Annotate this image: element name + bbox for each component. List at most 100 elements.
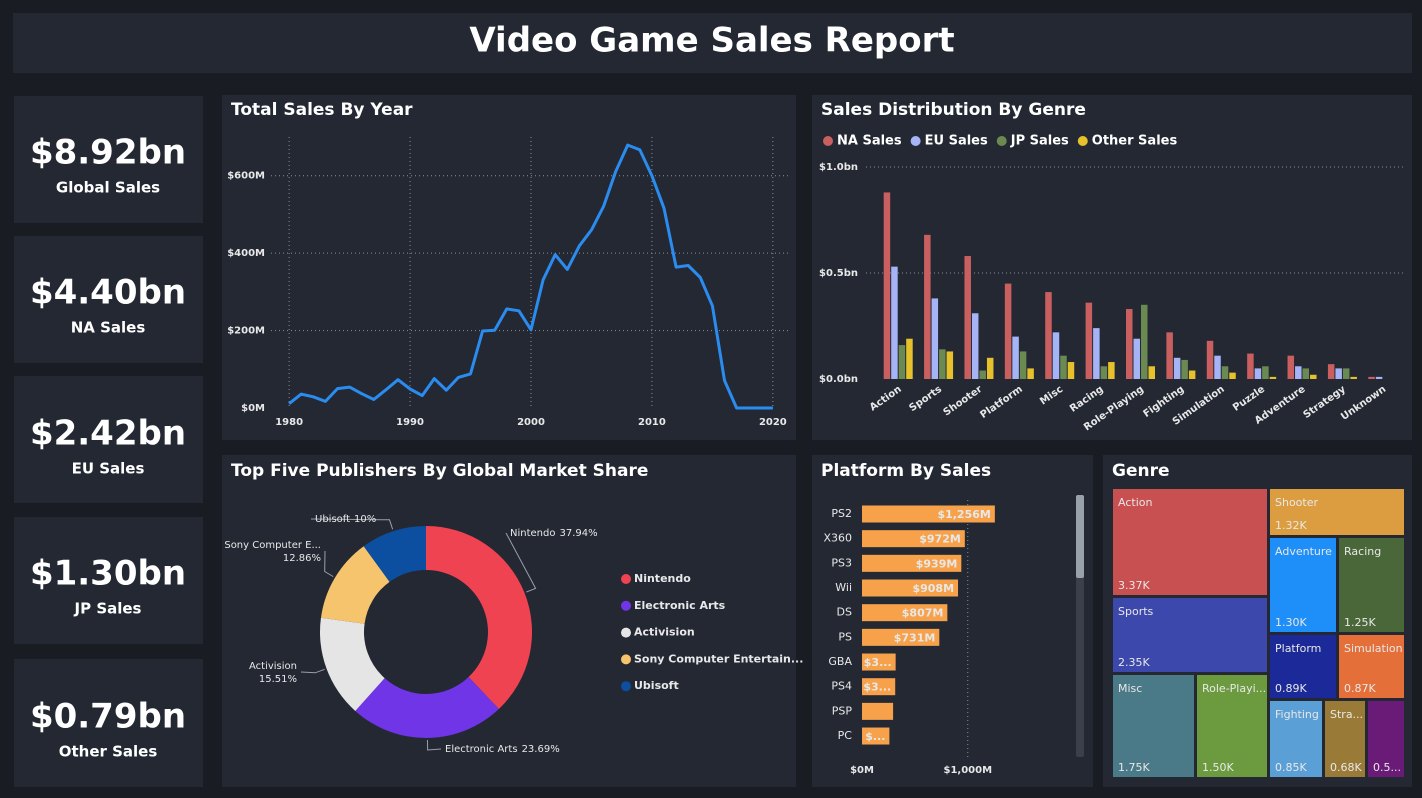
- bar: [1335, 368, 1342, 379]
- bar: [862, 530, 965, 548]
- tile-label: Stra...: [1330, 708, 1363, 721]
- kpi-value: $4.40bn: [30, 273, 186, 313]
- bar: [1247, 353, 1254, 379]
- bar: [1085, 302, 1093, 379]
- legend-label: Ubisoft: [634, 679, 679, 692]
- label-name: Ubisoft: [315, 514, 350, 525]
- data-label: $3...: [863, 681, 891, 694]
- sales-line: [288, 143, 773, 410]
- data-label: $3...: [864, 656, 892, 669]
- chart-title: Sales Distribution By Genre: [821, 100, 1086, 120]
- kpi-value: $2.42bn: [30, 414, 186, 454]
- data-label: Nintendo 37.94%: [510, 528, 598, 539]
- legend-label: EU Sales: [925, 134, 988, 149]
- y-tick-label: $1.0bn: [819, 162, 858, 173]
- bar: [862, 628, 940, 646]
- bar: [1342, 368, 1350, 379]
- bar: [1108, 362, 1115, 379]
- chart-title: Platform By Sales: [821, 461, 991, 481]
- bar: [1173, 357, 1181, 379]
- y-tick-label: PSP: [832, 704, 853, 717]
- x-tick-label: 1990: [396, 417, 424, 428]
- legend-swatch: [621, 654, 631, 665]
- label-value: 37.94%: [559, 528, 597, 539]
- y-tick-label: $400M: [227, 248, 265, 259]
- kpi-label: Global Sales: [56, 179, 160, 197]
- tile-label: Action: [1118, 496, 1152, 509]
- tile-value: 1.30K: [1275, 616, 1307, 629]
- bar: [939, 349, 946, 379]
- chart-title: Genre: [1112, 461, 1170, 481]
- y-tick-label: PC: [838, 729, 853, 742]
- tile-value: 0.5...: [1373, 761, 1401, 774]
- chart-title: Top Five Publishers By Global Market Sha…: [231, 461, 648, 481]
- x-tick-label: $1,000M: [943, 765, 992, 776]
- treemap-tile: [1270, 538, 1336, 632]
- treemap-tile: [1368, 701, 1404, 777]
- bar: [1133, 338, 1140, 379]
- y-tick-label: $200M: [227, 326, 265, 337]
- tile-label: Shooter: [1275, 496, 1318, 509]
- data-label: $...: [865, 730, 885, 743]
- data-label: $807M: [902, 607, 944, 620]
- treemap-tile: [1339, 538, 1404, 632]
- bar: [1221, 366, 1229, 379]
- label-value: 10%: [354, 514, 376, 525]
- kpi-card: [14, 376, 203, 503]
- tile-value: 0.68K: [1330, 761, 1362, 774]
- label-name: Electronic Arts: [445, 744, 518, 755]
- legend-label: Sony Computer Entertain...: [634, 652, 803, 665]
- legend-swatch: [621, 627, 631, 638]
- bar: [971, 313, 979, 379]
- y-tick-label: PS: [838, 630, 852, 643]
- bar: [1181, 359, 1188, 379]
- tile-label: Fighting: [1275, 708, 1319, 721]
- tile-value: 1.32K: [1275, 519, 1307, 532]
- tile-value: 0.85K: [1275, 761, 1307, 774]
- bar: [862, 505, 995, 523]
- bar: [1027, 368, 1034, 379]
- kpi-value: $8.92bn: [30, 133, 186, 173]
- bar: [986, 357, 994, 379]
- bar: [1148, 366, 1155, 379]
- bar: [1166, 332, 1173, 379]
- legend-swatch: [910, 136, 921, 146]
- treemap-tile: [1113, 489, 1267, 595]
- bar: [931, 298, 939, 379]
- data-label: Activision 15.51%: [249, 661, 297, 685]
- x-tick-label: 1980: [275, 417, 303, 428]
- bar: [1100, 366, 1108, 379]
- bar: [862, 727, 890, 745]
- bar: [1060, 355, 1067, 379]
- bar: [1269, 376, 1277, 379]
- donut-slice: [320, 617, 385, 711]
- data-label: $1,256M: [937, 508, 990, 521]
- leader-line: [426, 739, 442, 751]
- legend-swatch: [621, 600, 631, 611]
- bar: [924, 234, 931, 379]
- y-tick-label: $0M: [241, 403, 265, 414]
- x-tick-label: 2000: [517, 417, 545, 428]
- bar: [1188, 370, 1196, 379]
- legend-label: JP Sales: [1010, 134, 1069, 149]
- bar: [1302, 368, 1310, 379]
- dashboard-title: Video Game Sales Report: [469, 21, 954, 61]
- panel: [812, 95, 1412, 440]
- y-tick-label: GBA: [828, 655, 852, 668]
- data-label: Electronic Arts 23.69%: [445, 744, 560, 755]
- y-tick-label: Wii: [835, 581, 852, 594]
- scrollbar-thumb[interactable]: [1076, 495, 1084, 578]
- legend-swatch: [996, 136, 1007, 146]
- kpi-cards: $8.92bn Global Sales $4.40bn NA Sales $2…: [14, 96, 203, 787]
- data-label: $939M: [916, 557, 958, 570]
- treemap-tile: [1339, 635, 1404, 698]
- bar: [898, 345, 906, 379]
- x-tick-label: 2020: [759, 417, 787, 428]
- data-label: Ubisoft 10%: [315, 514, 376, 525]
- bar: [1229, 372, 1236, 379]
- bar: [1067, 362, 1075, 379]
- label-value: 12.86%: [283, 553, 321, 564]
- label-value: 15.51%: [259, 674, 297, 685]
